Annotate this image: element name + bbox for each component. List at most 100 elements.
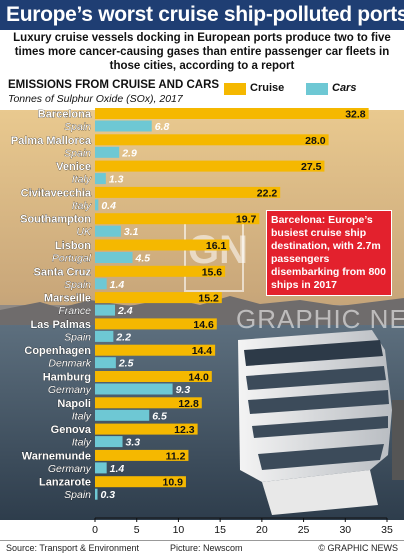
city-label: Hamburg bbox=[43, 372, 91, 384]
page-title: Europe’s worst cruise ship-polluted port… bbox=[6, 3, 404, 26]
country-label: Spain bbox=[64, 279, 91, 291]
city-label: Marseille bbox=[44, 293, 91, 305]
x-tick-label: 10 bbox=[173, 524, 185, 536]
city-label: Palma Mallorca bbox=[11, 135, 92, 147]
cruise-bar bbox=[95, 186, 281, 198]
country-label: Italy bbox=[72, 410, 92, 422]
cruise-value-label: 15.2 bbox=[198, 293, 219, 305]
cars-bar bbox=[95, 330, 114, 342]
cruise-value-label: 10.9 bbox=[162, 477, 183, 489]
cruise-value-label: 32.8 bbox=[345, 109, 366, 121]
legend-cars-swatch bbox=[306, 83, 328, 95]
cruise-value-label: 27.5 bbox=[301, 161, 322, 173]
cars-bar bbox=[95, 488, 98, 500]
cars-bar bbox=[95, 409, 150, 421]
cruise-bar bbox=[95, 239, 230, 251]
cruise-bar bbox=[95, 449, 189, 461]
city-label: Venice bbox=[56, 161, 91, 173]
cars-bar bbox=[95, 225, 121, 237]
city-label: Warnemunde bbox=[22, 450, 91, 462]
country-label: Italy bbox=[72, 174, 92, 186]
cars-value-label: 6.5 bbox=[152, 410, 167, 422]
cars-value-label: 3.1 bbox=[124, 226, 139, 238]
cruise-value-label: 14.4 bbox=[192, 345, 213, 357]
footer bbox=[0, 540, 404, 559]
cars-bar bbox=[95, 462, 107, 474]
cruise-value-label: 11.2 bbox=[166, 450, 186, 462]
cars-value-label: 0.3 bbox=[101, 489, 116, 501]
cars-value-label: 2.2 bbox=[115, 331, 131, 343]
cruise-value-label: 19.7 bbox=[236, 214, 257, 226]
country-label: Germany bbox=[48, 463, 92, 475]
cars-value-label: 2.5 bbox=[118, 358, 134, 370]
country-label: France bbox=[58, 305, 91, 317]
city-label: Civitavecchia bbox=[21, 187, 92, 199]
country-label: Spain bbox=[64, 147, 91, 159]
cruise-value-label: 15.6 bbox=[202, 266, 223, 278]
cars-bar bbox=[95, 146, 120, 158]
cruise-bar bbox=[95, 292, 222, 304]
cars-value-label: 2.4 bbox=[117, 305, 133, 317]
cruise-bar bbox=[95, 108, 369, 119]
cruise-bar bbox=[95, 344, 216, 356]
cars-value-label: 0.4 bbox=[101, 200, 116, 212]
footer-picture-credit: Picture: Newscom bbox=[170, 543, 243, 553]
country-label: UK bbox=[76, 226, 92, 238]
chart-units: Tonnes of Sulphur Oxide (SOx), 2017 bbox=[8, 93, 183, 105]
cruise-bar bbox=[95, 213, 260, 225]
x-tick-label: 35 bbox=[381, 524, 393, 536]
city-label: Lisbon bbox=[55, 240, 91, 252]
country-label: Spain bbox=[64, 121, 91, 133]
cruise-value-label: 16.1 bbox=[206, 240, 227, 252]
cars-bar bbox=[95, 278, 107, 290]
x-tick-label: 25 bbox=[298, 524, 310, 536]
cars-bar bbox=[95, 173, 106, 185]
cars-value-label: 1.4 bbox=[110, 463, 125, 475]
legend-cruise-swatch bbox=[224, 83, 246, 95]
city-label: Napoli bbox=[57, 398, 91, 410]
country-label: Spain bbox=[64, 331, 91, 343]
x-tick-label: 15 bbox=[214, 524, 226, 536]
cruise-value-label: 12.8 bbox=[178, 398, 199, 410]
country-label: Germany bbox=[48, 384, 92, 396]
cars-bar bbox=[95, 120, 152, 132]
cars-value-label: 2.9 bbox=[121, 147, 137, 159]
cars-value-label: 1.3 bbox=[109, 174, 124, 186]
country-label: Denmark bbox=[48, 358, 91, 370]
country-label: Italy bbox=[72, 200, 92, 212]
city-label: Southampton bbox=[20, 214, 91, 226]
footer-copyright: © GRAPHIC NEWS bbox=[318, 543, 398, 553]
page-subtitle: Luxury cruise vessels docking in Europea… bbox=[13, 32, 391, 72]
x-tick-label: 0 bbox=[92, 524, 98, 536]
cars-bar bbox=[95, 383, 173, 395]
cruise-bar bbox=[95, 265, 226, 277]
x-tick-label: 30 bbox=[339, 524, 351, 536]
cruise-bar bbox=[95, 134, 329, 146]
city-label: Copenhagen bbox=[24, 345, 91, 357]
cruise-value-label: 28.0 bbox=[305, 135, 326, 147]
city-label: Santa Cruz bbox=[34, 266, 92, 278]
barcelona-callout: Barcelona: Europe’s busiest cruise ship … bbox=[266, 210, 392, 296]
cruise-value-label: 12.3 bbox=[174, 424, 195, 436]
country-label: Portugal bbox=[52, 253, 92, 265]
cruise-value-label: 22.2 bbox=[257, 187, 278, 199]
cruise-value-label: 14.0 bbox=[188, 372, 209, 384]
cars-value-label: 4.5 bbox=[135, 253, 151, 265]
city-label: Barcelona bbox=[38, 109, 92, 121]
cruise-bar bbox=[95, 318, 217, 330]
cruise-bar bbox=[95, 397, 202, 409]
cars-bar bbox=[95, 252, 133, 263]
footer-source: Source: Transport & Environment bbox=[6, 543, 140, 553]
cars-bar bbox=[95, 436, 123, 448]
city-label: Lanzarote bbox=[39, 477, 91, 489]
country-label: Italy bbox=[72, 437, 92, 449]
x-tick-label: 5 bbox=[134, 524, 140, 536]
x-tick-label: 20 bbox=[256, 524, 268, 536]
cruise-bar bbox=[95, 160, 325, 172]
legend-cruise-label: Cruise bbox=[250, 82, 285, 94]
legend-cars-label: Cars bbox=[332, 82, 357, 94]
cars-value-label: 6.8 bbox=[155, 121, 170, 133]
cruise-bar bbox=[95, 476, 186, 488]
